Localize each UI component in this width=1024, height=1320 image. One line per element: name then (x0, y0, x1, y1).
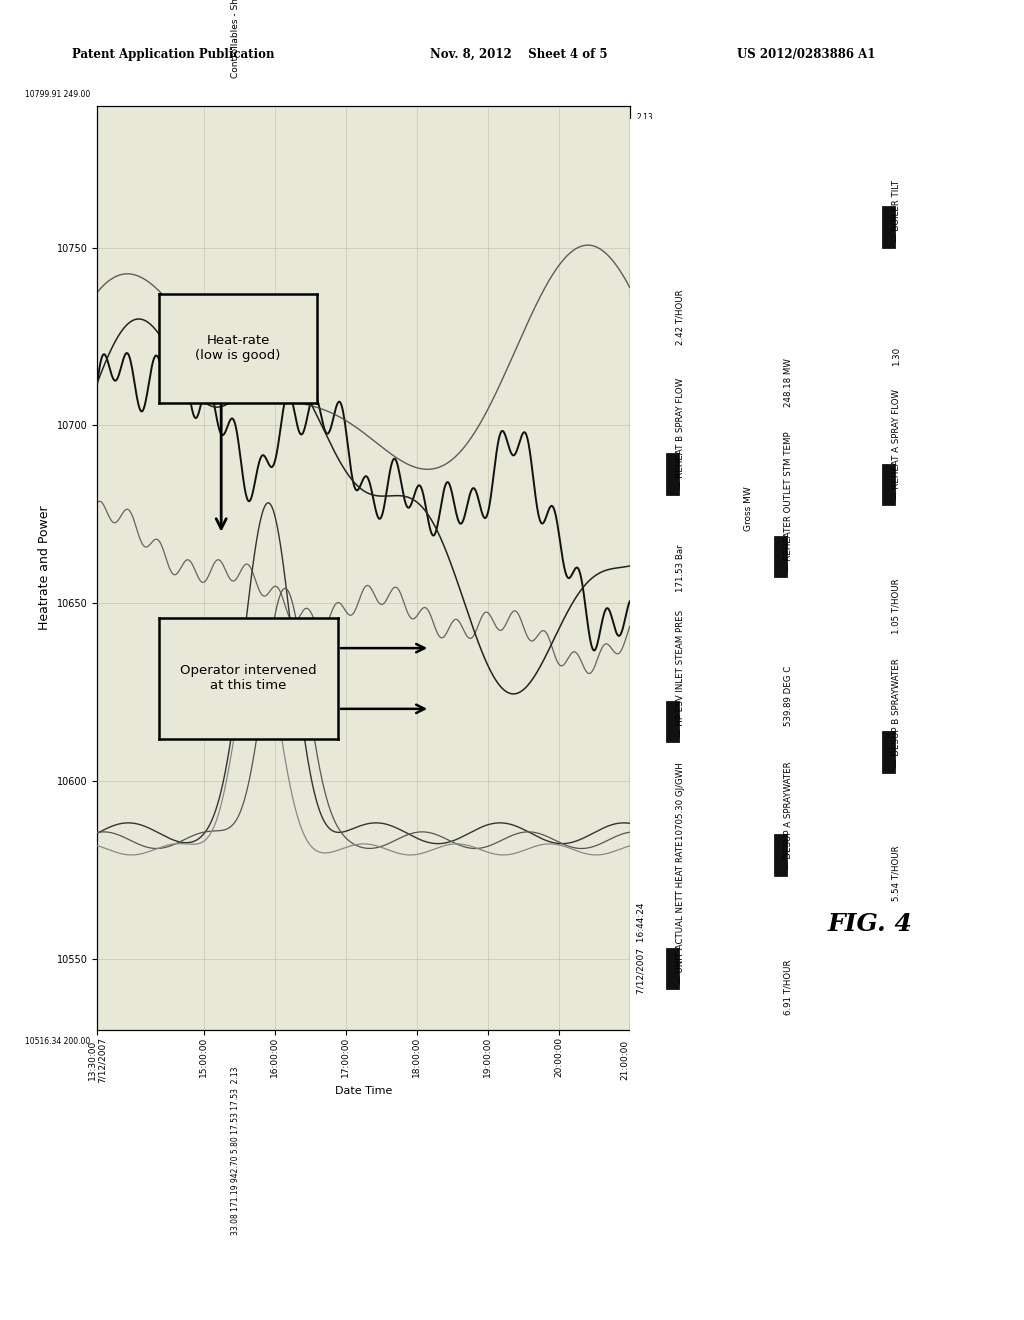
Text: 10705.30 GJ/GWH: 10705.30 GJ/GWH (676, 762, 685, 840)
Bar (666, 453, 679, 495)
Text: — HP ESV INLET STEAM PRES: — HP ESV INLET STEAM PRES (676, 610, 685, 737)
Text: — UNIT ACTUAL NETT HEAT RATE: — UNIT ACTUAL NETT HEAT RATE (676, 840, 685, 983)
Text: 6.91 T/HOUR: 6.91 T/HOUR (783, 960, 793, 1015)
Text: 2.13: 2.13 (637, 112, 653, 121)
Text: — REHEAT A SPRAY FLOW: — REHEAT A SPRAY FLOW (892, 389, 901, 500)
Text: FIG. 4: FIG. 4 (828, 912, 912, 936)
Text: 10799.91 249.00: 10799.91 249.00 (25, 90, 90, 99)
Bar (882, 206, 895, 248)
Text: Heat-rate
(low is good): Heat-rate (low is good) (196, 334, 281, 363)
Text: Patent Application Publication: Patent Application Publication (72, 48, 274, 61)
Text: 33.08 171.19 942.70 5.80 17.53 17.53  2.13: 33.08 171.19 942.70 5.80 17.53 17.53 2.1… (231, 1067, 241, 1236)
Text: 539.89 DEG C: 539.89 DEG C (783, 667, 793, 726)
Text: — REHEATER OUTLET STM TEMP: — REHEATER OUTLET STM TEMP (783, 432, 793, 572)
X-axis label: Date Time: Date Time (335, 1086, 392, 1096)
Text: 10516.34 200.00: 10516.34 200.00 (25, 1036, 90, 1045)
Text: Gross MW: Gross MW (744, 486, 754, 531)
Y-axis label: Heatrate and Power: Heatrate and Power (38, 506, 51, 630)
Bar (882, 731, 895, 772)
Bar (774, 834, 787, 875)
Bar (666, 948, 679, 989)
Text: 5.54 T/HOUR: 5.54 T/HOUR (892, 846, 901, 902)
Text: Controllables - Shtr P,T; Sprays F; Burner tilt; Rhtr T: Controllables - Shtr P,T; Sprays F; Burn… (231, 0, 241, 78)
Text: — BOILER TILT: — BOILER TILT (892, 181, 901, 243)
Text: -4.55 166.38 531.29 0.78 2.13  2.13: -4.55 166.38 531.29 0.78 2.13 2.13 (637, 902, 643, 1030)
Text: — DESUP B SPRAYWATER: — DESUP B SPRAYWATER (892, 659, 901, 767)
Text: 7/12/2007  16:44:24: 7/12/2007 16:44:24 (636, 903, 645, 994)
Bar (882, 463, 895, 504)
Text: Nov. 8, 2012    Sheet 4 of 5: Nov. 8, 2012 Sheet 4 of 5 (430, 48, 607, 61)
Text: US 2012/0283886 A1: US 2012/0283886 A1 (737, 48, 876, 61)
Text: — DESUP A SPRAYWATER: — DESUP A SPRAYWATER (783, 762, 793, 870)
Text: 171.53 Bar: 171.53 Bar (676, 545, 685, 593)
Text: 1.05 T/HOUR: 1.05 T/HOUR (892, 578, 901, 634)
Bar (774, 536, 787, 577)
Text: 248.18 MW: 248.18 MW (783, 358, 793, 407)
Text: Operator intervened
at this time: Operator intervened at this time (180, 664, 316, 693)
Bar (666, 701, 679, 742)
Text: 2.42 T/HOUR: 2.42 T/HOUR (676, 289, 685, 346)
Text: 1.30: 1.30 (892, 347, 901, 366)
Text: — REHEAT B SPRAY FLOW: — REHEAT B SPRAY FLOW (676, 379, 685, 490)
